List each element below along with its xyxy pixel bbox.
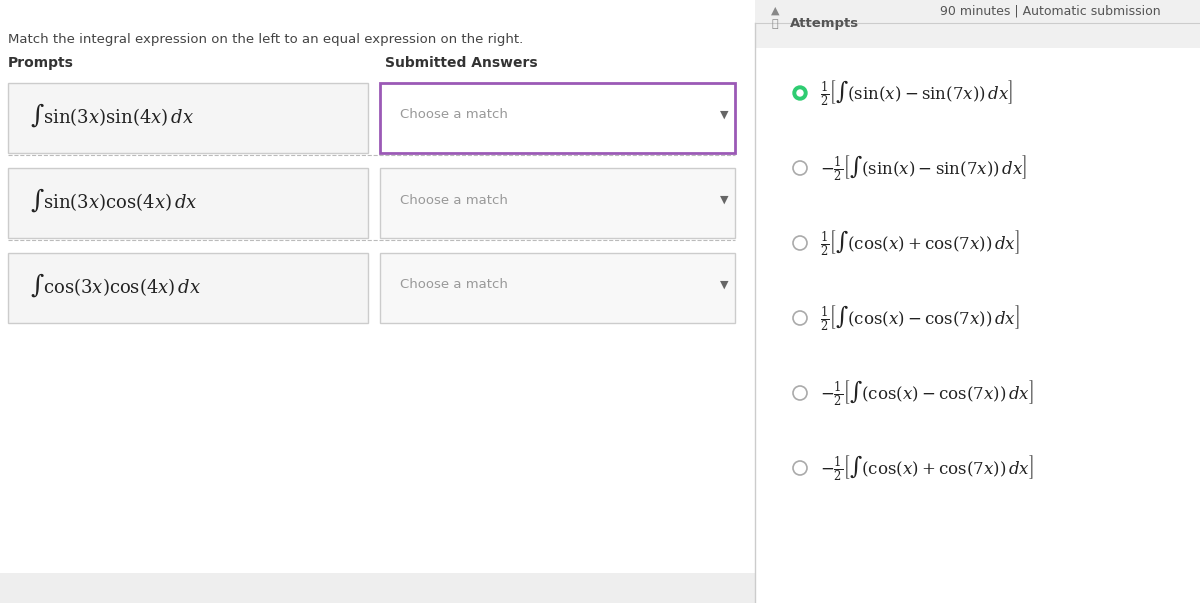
FancyBboxPatch shape [8, 253, 368, 323]
Text: ▼: ▼ [720, 110, 728, 120]
Text: $\int \sin(3x)\sin(4x)\,dx$: $\int \sin(3x)\sin(4x)\,dx$ [30, 101, 194, 129]
Circle shape [797, 90, 803, 96]
Text: Choose a match: Choose a match [400, 279, 508, 291]
Text: Choose a match: Choose a match [400, 109, 508, 121]
Circle shape [793, 161, 808, 175]
Text: $\int \cos(3x)\cos(4x)\,dx$: $\int \cos(3x)\cos(4x)\,dx$ [30, 271, 202, 299]
Text: Attempts: Attempts [790, 17, 859, 31]
FancyBboxPatch shape [8, 168, 368, 238]
Text: $-\frac{1}{2}\left[\int (\cos(x) - \cos(7x))\,dx\right]$: $-\frac{1}{2}\left[\int (\cos(x) - \cos(… [820, 379, 1033, 408]
Text: Submitted Answers: Submitted Answers [385, 56, 538, 70]
Text: $-\frac{1}{2}\left[\int (\cos(x) + \cos(7x))\,dx\right]$: $-\frac{1}{2}\left[\int (\cos(x) + \cos(… [820, 453, 1033, 482]
Text: ▲: ▲ [770, 6, 779, 16]
Circle shape [793, 311, 808, 325]
Text: $\frac{1}{2}\left[\int (\cos(x) - \cos(7x))\,dx\right]$: $\frac{1}{2}\left[\int (\cos(x) - \cos(7… [820, 303, 1020, 332]
Text: 🖶: 🖶 [772, 19, 779, 29]
Text: 90 minutes | Automatic submission: 90 minutes | Automatic submission [940, 4, 1160, 17]
Text: $\int \sin(3x)\cos(4x)\,dx$: $\int \sin(3x)\cos(4x)\,dx$ [30, 186, 198, 214]
Text: $\frac{1}{2}\left[\int (\sin(x) - \sin(7x))\,dx\right]$: $\frac{1}{2}\left[\int (\sin(x) - \sin(7… [820, 78, 1013, 107]
FancyBboxPatch shape [755, 23, 1200, 603]
Text: ▼: ▼ [720, 195, 728, 205]
Text: Choose a match: Choose a match [400, 194, 508, 206]
Text: $\frac{1}{2}\left[\int (\cos(x) + \cos(7x))\,dx\right]$: $\frac{1}{2}\left[\int (\cos(x) + \cos(7… [820, 229, 1020, 257]
FancyBboxPatch shape [755, 0, 1200, 48]
FancyBboxPatch shape [0, 48, 755, 603]
FancyBboxPatch shape [0, 573, 755, 603]
Text: ▼: ▼ [720, 280, 728, 290]
Circle shape [793, 86, 808, 100]
FancyBboxPatch shape [380, 83, 734, 153]
FancyBboxPatch shape [8, 83, 368, 153]
Circle shape [793, 236, 808, 250]
Text: $-\frac{1}{2}\left[\int (\sin(x) - \sin(7x))\,dx\right]$: $-\frac{1}{2}\left[\int (\sin(x) - \sin(… [820, 154, 1027, 183]
Text: Prompts: Prompts [8, 56, 74, 70]
Circle shape [793, 461, 808, 475]
Circle shape [793, 386, 808, 400]
FancyBboxPatch shape [380, 253, 734, 323]
FancyBboxPatch shape [380, 168, 734, 238]
Text: Match the integral expression on the left to an equal expression on the right.: Match the integral expression on the lef… [8, 34, 523, 46]
